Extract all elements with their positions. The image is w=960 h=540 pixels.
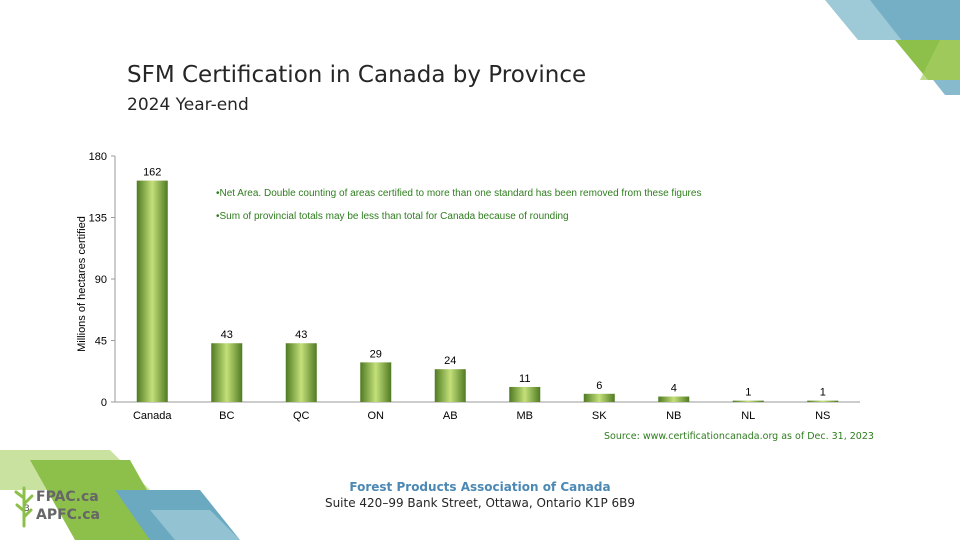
source-note: Source: www.certificationcanada.org as o… [604,431,874,442]
x-tick-label-on: ON [368,410,385,422]
data-label-mb: 11 [519,373,530,385]
slide-title: SFM Certification in Canada by Province [127,62,587,88]
footer-org-name: Forest Products Association of Canada [349,480,611,494]
x-tick-label-qc: QC [293,410,310,422]
bar-nb [658,396,690,402]
chart-labels: 162 Canada 43 BC 43 QC 29 ON 24 AB 11 MB 6 SK 4 NB 1 NL 1 N… [133,167,830,422]
y-tick-label: 135 [89,213,107,225]
bar-bc [211,343,243,402]
x-tick-label-bc: BC [219,410,234,422]
bar-ns [807,400,839,402]
y-axis-label: Millions of hectares certified [76,216,88,352]
data-label-bc: 43 [221,329,233,341]
footer-address: Suite 420–99 Bank Street, Ottawa, Ontari… [324,496,636,510]
x-tick-label-mb: MB [517,410,534,422]
y-tick-label: 45 [95,336,107,348]
logo-apfc[interactable]: APFC.ca [36,507,100,523]
data-label-ab: 24 [444,355,456,367]
bar-qc [285,343,317,402]
chart-note-net-area: •Net Area. Double counting of areas cert… [216,188,701,199]
x-tick-label-nb: NB [666,410,681,422]
chart-bars [136,180,839,402]
chart-note-rounding: •Sum of provincial totals may be less th… [216,211,569,222]
data-label-nb: 4 [671,383,677,395]
bar-ab [434,369,466,402]
x-tick-label-nl: NL [741,410,755,422]
bar-sk [583,393,615,402]
bar-on [360,362,392,402]
y-tick-label: 0 [101,397,107,409]
data-label-on: 29 [370,348,382,360]
bar-nl [732,400,764,402]
data-label-qc: 43 [295,329,307,341]
bar-mb [509,386,541,402]
page-number: 3 [24,504,30,514]
x-tick-label-sk: SK [592,410,607,422]
logo-fpac[interactable]: FPAC.ca [36,489,99,505]
data-label-ns: 1 [820,387,826,399]
x-tick-label-canada: Canada [133,410,172,422]
x-tick-label-ns: NS [815,410,830,422]
bar-canada [136,180,168,402]
data-label-canada: 162 [143,167,161,179]
data-label-nl: 1 [745,387,751,399]
y-tick-label: 90 [95,274,107,286]
y-tick-label: 180 [89,151,107,163]
data-label-sk: 6 [596,380,602,392]
slide-subtitle: 2024 Year-end [127,95,249,115]
x-tick-label-ab: AB [443,410,458,422]
